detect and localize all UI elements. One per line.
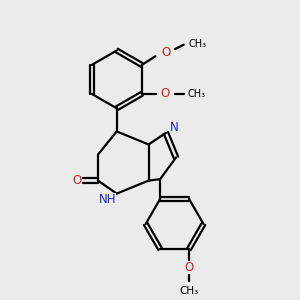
Text: O: O: [161, 87, 170, 101]
Text: CH₃: CH₃: [179, 286, 199, 296]
Text: O: O: [72, 174, 82, 187]
Text: N: N: [169, 121, 178, 134]
Text: O: O: [161, 46, 170, 59]
Text: CH₃: CH₃: [188, 89, 206, 99]
Text: CH₃: CH₃: [188, 39, 206, 49]
Text: NH: NH: [99, 194, 116, 206]
Text: O: O: [184, 261, 194, 274]
